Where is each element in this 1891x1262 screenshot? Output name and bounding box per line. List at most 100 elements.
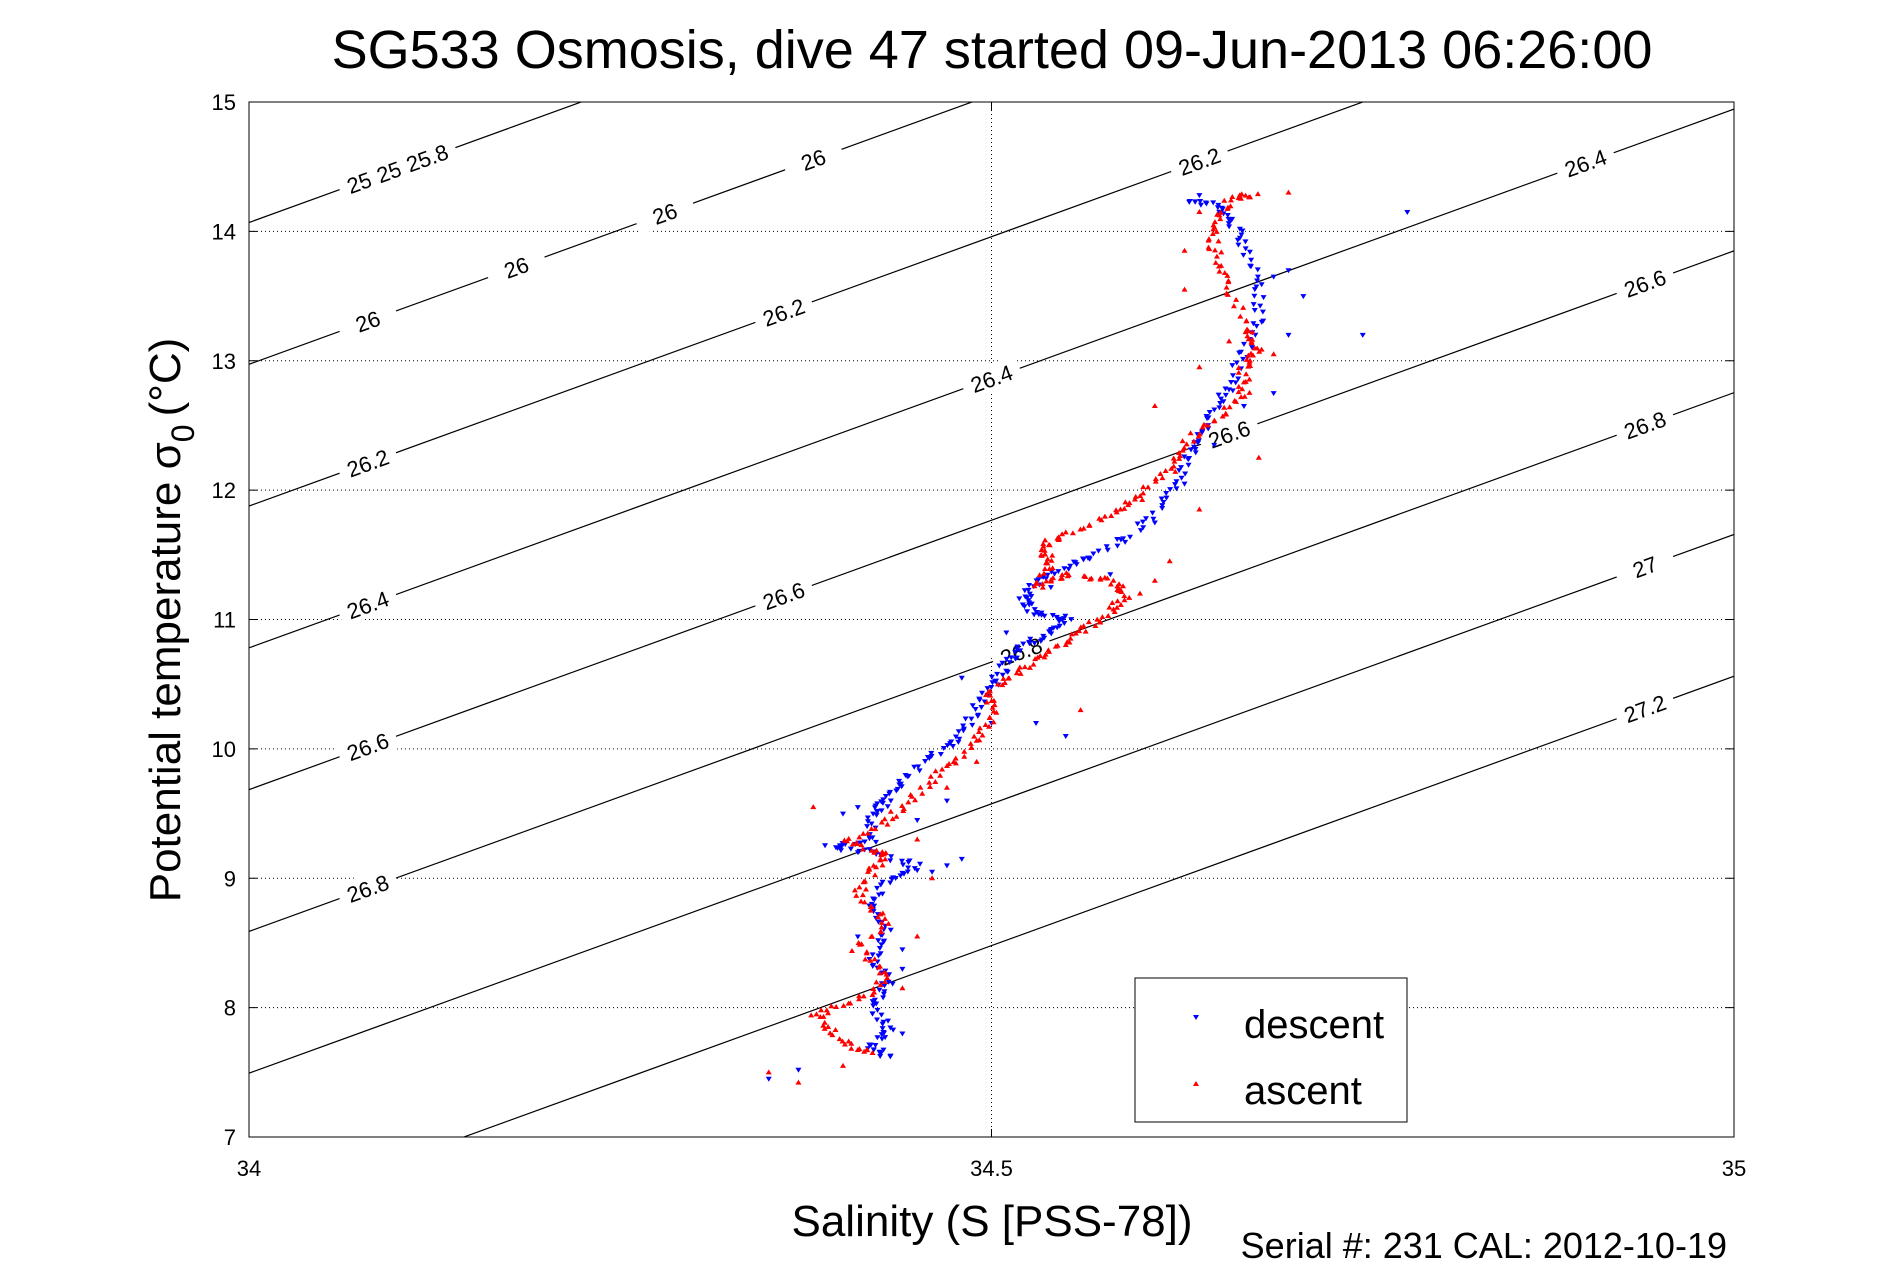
ascent-point	[856, 993, 863, 999]
descent-point	[960, 728, 967, 734]
descent-point	[994, 671, 1001, 677]
ascent-point	[1181, 445, 1188, 451]
ascent-point	[1121, 505, 1128, 511]
descent-point	[911, 764, 918, 770]
contour-line	[462, 675, 1734, 1137]
descent-point	[1206, 410, 1213, 416]
contour-line	[249, 392, 1734, 932]
ascent-point	[817, 1014, 824, 1020]
ascent-point	[1181, 286, 1188, 292]
descent-point	[1253, 284, 1260, 290]
ascent-point	[1179, 438, 1186, 444]
descent-point	[896, 778, 903, 784]
ascent-point	[1094, 616, 1101, 622]
x-axis-label: Salinity (S [PSS-78])	[791, 1197, 1192, 1246]
ascent-point	[986, 714, 993, 720]
ascent-point	[882, 850, 889, 856]
ascent-point	[961, 753, 968, 759]
ascent-point	[1196, 208, 1203, 214]
descent-point	[1024, 595, 1031, 601]
legend-box	[1134, 977, 1408, 1123]
ascent-point	[1040, 541, 1047, 547]
ascent-point	[1036, 572, 1043, 578]
ascent-point	[881, 816, 888, 822]
descent-point	[870, 896, 877, 902]
ascent-point	[1096, 618, 1103, 624]
descent-point	[1014, 644, 1021, 650]
ascent-point	[937, 772, 944, 778]
ascent-point	[1183, 441, 1190, 447]
ascent-point	[917, 784, 924, 790]
descent-point	[876, 987, 883, 993]
descent-point	[1067, 563, 1074, 569]
descent-point	[1120, 536, 1127, 542]
ascent-point	[872, 872, 879, 878]
ascent-point	[973, 758, 980, 764]
ascent-point	[825, 1010, 832, 1016]
descent-point	[978, 704, 985, 710]
descent-point	[1051, 571, 1058, 577]
ascent-point	[810, 804, 817, 810]
y-axis-label: Potential temperature σ0 (°C)	[141, 338, 201, 903]
ascent-point	[1069, 530, 1076, 536]
ascent-point	[979, 732, 986, 738]
ascent-point	[1056, 536, 1063, 542]
descent-point	[937, 752, 944, 758]
ascent-point	[919, 790, 926, 796]
descent-point	[885, 1018, 892, 1024]
descent-point	[1253, 323, 1260, 329]
descent-point	[1021, 588, 1028, 594]
descent-point	[875, 938, 882, 944]
x-tick-label: 35	[1722, 1156, 1746, 1181]
descent-point	[889, 981, 896, 987]
ascent-point	[859, 846, 866, 852]
ascent-point	[1213, 253, 1220, 259]
ascent-point	[1086, 522, 1093, 528]
descent-point	[1061, 566, 1068, 572]
descent-point	[880, 1019, 887, 1025]
ascent-point	[887, 808, 894, 814]
descent-point	[1404, 209, 1411, 215]
descent-point	[1217, 401, 1224, 407]
contour-label-background	[780, 136, 846, 182]
ascent-point	[860, 830, 867, 836]
descent-point	[924, 754, 931, 760]
ascent-point	[1132, 493, 1139, 499]
descent-point	[1185, 462, 1192, 468]
descent-point	[887, 1053, 894, 1059]
ascent-point	[1233, 296, 1240, 302]
ascent-point	[878, 928, 885, 934]
descent-point	[1211, 442, 1218, 448]
descent-point	[906, 858, 913, 864]
ascent-point	[1109, 600, 1116, 606]
descent-point	[948, 739, 955, 745]
descent-point	[956, 736, 963, 742]
ascent-point	[1044, 560, 1051, 566]
descent-point	[878, 942, 885, 948]
ascent-point	[1170, 463, 1177, 469]
ascent-point	[1230, 303, 1237, 309]
ascent-point	[853, 839, 860, 845]
ascent-point	[1105, 613, 1112, 619]
descent-point	[1026, 602, 1033, 608]
ascent-point	[952, 755, 959, 761]
ascent-point	[1242, 378, 1249, 384]
descent-point	[1040, 633, 1047, 639]
descent-point	[882, 793, 889, 799]
ascent-point	[1041, 570, 1048, 576]
descent-point	[879, 800, 886, 806]
descent-point	[878, 1012, 885, 1018]
descent-point	[881, 983, 888, 989]
y-tick-label: 7	[224, 1125, 236, 1150]
descent-point	[880, 995, 887, 1001]
grid	[249, 102, 1734, 1137]
descent-point	[1246, 249, 1253, 255]
descent-point	[869, 999, 876, 1005]
descent-point	[1218, 205, 1225, 211]
contour-line	[249, 102, 583, 224]
descent-point	[1242, 239, 1249, 245]
ascent-point	[1235, 383, 1242, 389]
ascent-point	[1121, 597, 1128, 603]
ascent-point	[881, 969, 888, 975]
ascent-point	[1227, 203, 1234, 209]
